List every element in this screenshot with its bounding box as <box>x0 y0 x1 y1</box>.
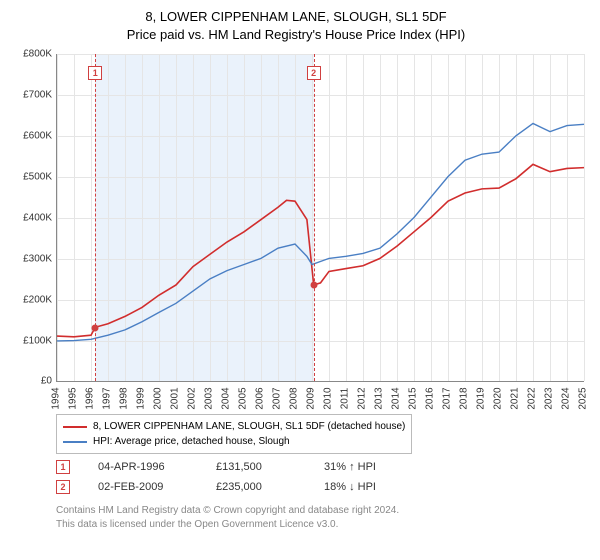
series-line-price_paid <box>57 165 584 337</box>
marker-line <box>314 54 315 381</box>
event-price: £131,500 <box>216 461 296 473</box>
series-line-hpi <box>57 124 584 341</box>
x-axis-label: 2006 <box>255 388 266 410</box>
chart-title: 8, LOWER CIPPENHAM LANE, SLOUGH, SL1 5DF <box>8 8 584 26</box>
x-axis-label: 2025 <box>578 388 589 410</box>
chart-area: 12 £0£100K£200K£300K£400K£500K£600K£700K… <box>8 50 584 410</box>
marker-dot <box>310 282 317 289</box>
y-axis-label: £600K <box>23 131 52 142</box>
event-list: 1 04-APR-1996 £131,500 31% ↑ HPI 2 02-FEB-200… <box>8 460 584 494</box>
legend-label-2: HPI: Average price, detached house, Slou… <box>93 434 290 449</box>
marker-dot <box>92 324 99 331</box>
x-axis-label: 1994 <box>51 388 62 410</box>
y-axis-label: £0 <box>41 376 52 387</box>
x-axis-label: 2001 <box>170 388 181 410</box>
x-axis-label: 2013 <box>374 388 385 410</box>
y-axis-label: £500K <box>23 172 52 183</box>
y-axis-label: £200K <box>23 294 52 305</box>
event-delta: 18% ↓ HPI <box>324 481 376 493</box>
x-axis-label: 1995 <box>68 388 79 410</box>
footer-line-2: This data is licensed under the Open Gov… <box>56 518 584 532</box>
x-axis-label: 2018 <box>459 388 470 410</box>
marker-line <box>95 54 96 381</box>
x-axis-label: 2004 <box>221 388 232 410</box>
x-axis-label: 2000 <box>153 388 164 410</box>
y-axis-label: £300K <box>23 253 52 264</box>
x-axis-label: 2024 <box>561 388 572 410</box>
x-axis-label: 2010 <box>323 388 334 410</box>
x-axis-label: 2012 <box>357 388 368 410</box>
legend-row-2: HPI: Average price, detached house, Slou… <box>63 434 405 449</box>
event-delta: 31% ↑ HPI <box>324 461 376 473</box>
legend-swatch-2 <box>63 441 87 443</box>
legend-swatch-1 <box>63 426 87 428</box>
x-axis-label: 2017 <box>442 388 453 410</box>
footer-line-1: Contains HM Land Registry data © Crown c… <box>56 504 584 518</box>
y-axis-label: £100K <box>23 335 52 346</box>
x-axis-label: 2009 <box>306 388 317 410</box>
x-axis-label: 2005 <box>238 388 249 410</box>
event-marker: 2 <box>56 480 70 494</box>
x-axis-label: 2022 <box>527 388 538 410</box>
y-axis-label: £700K <box>23 90 52 101</box>
event-price: £235,000 <box>216 481 296 493</box>
event-row: 2 02-FEB-2009 £235,000 18% ↓ HPI <box>56 480 584 494</box>
x-axis-label: 2015 <box>408 388 419 410</box>
legend-label-1: 8, LOWER CIPPENHAM LANE, SLOUGH, SL1 5DF… <box>93 419 405 434</box>
marker-box: 1 <box>88 66 102 80</box>
x-axis-label: 2011 <box>340 388 351 410</box>
x-axis-label: 2007 <box>272 388 283 410</box>
x-axis-label: 2002 <box>187 388 198 410</box>
event-row: 1 04-APR-1996 £131,500 31% ↑ HPI <box>56 460 584 474</box>
chart-subtitle: Price paid vs. HM Land Registry's House … <box>8 26 584 44</box>
plot-area: 12 <box>56 54 584 382</box>
legend: 8, LOWER CIPPENHAM LANE, SLOUGH, SL1 5DF… <box>56 414 412 454</box>
y-axis-label: £800K <box>23 49 52 60</box>
x-axis-label: 2023 <box>544 388 555 410</box>
x-axis-label: 2016 <box>425 388 436 410</box>
chart-svg <box>57 54 584 381</box>
y-axis-label: £400K <box>23 212 52 223</box>
x-axis-label: 1996 <box>85 388 96 410</box>
x-axis-label: 2021 <box>510 388 521 410</box>
x-axis-label: 2014 <box>391 388 402 410</box>
marker-box: 2 <box>307 66 321 80</box>
gridline-v <box>584 54 585 381</box>
chart-container: 8, LOWER CIPPENHAM LANE, SLOUGH, SL1 5DF… <box>0 0 600 560</box>
legend-row-1: 8, LOWER CIPPENHAM LANE, SLOUGH, SL1 5DF… <box>63 419 405 434</box>
event-date: 02-FEB-2009 <box>98 481 188 493</box>
x-axis-label: 1999 <box>136 388 147 410</box>
event-marker: 1 <box>56 460 70 474</box>
event-date: 04-APR-1996 <box>98 461 188 473</box>
x-axis-label: 2019 <box>476 388 487 410</box>
x-axis-label: 1998 <box>119 388 130 410</box>
x-axis-label: 2008 <box>289 388 300 410</box>
x-axis-label: 2020 <box>493 388 504 410</box>
x-axis-label: 1997 <box>102 388 113 410</box>
footer: Contains HM Land Registry data © Crown c… <box>56 504 584 532</box>
x-axis-label: 2003 <box>204 388 215 410</box>
